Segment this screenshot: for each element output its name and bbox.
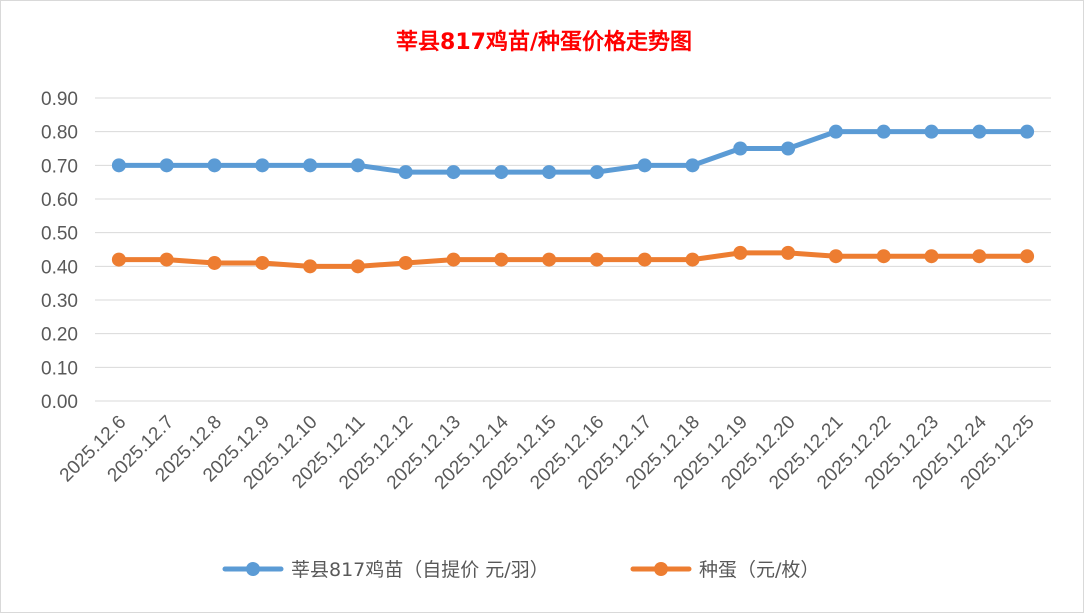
- gridlines: [95, 97, 1051, 402]
- y-tick-label: 0.30: [41, 291, 78, 312]
- data-point: [685, 158, 700, 173]
- data-point: [685, 252, 700, 267]
- data-point: [494, 165, 509, 180]
- y-tick-label: 0.90: [41, 89, 78, 110]
- series-line: [116, 129, 1030, 175]
- data-point: [972, 249, 987, 264]
- x-axis: 2025.12.62025.12.72025.12.82025.12.92025…: [56, 411, 1039, 493]
- data-point: [207, 255, 222, 270]
- data-point: [303, 158, 318, 173]
- data-point: [350, 158, 365, 173]
- data-point: [494, 252, 509, 267]
- data-point: [972, 124, 987, 139]
- data-point: [637, 252, 652, 267]
- data-point: [111, 252, 126, 267]
- data-point: [303, 259, 318, 274]
- legend-label: 莘县817鸡苗（自提价 元/羽）: [291, 559, 549, 581]
- data-point: [398, 255, 413, 270]
- plot-area: [111, 124, 1035, 274]
- data-point: [1020, 249, 1035, 264]
- series-line: [116, 250, 1030, 269]
- data-point: [207, 158, 222, 173]
- data-point: [924, 124, 939, 139]
- y-tick-label: 0.80: [41, 123, 78, 144]
- data-point: [781, 141, 796, 156]
- data-point: [111, 158, 126, 173]
- data-point: [398, 165, 413, 180]
- data-point: [589, 252, 604, 267]
- y-axis: 0.00 0.10 0.20 0.30 0.40 0.50 0.60 0.70 0.80 0.90: [41, 89, 78, 413]
- data-point: [589, 165, 604, 180]
- y-tick-label: 0.60: [41, 190, 78, 211]
- data-point: [1020, 124, 1035, 139]
- chart-title: 莘县817鸡苗/种蛋价格走势图: [396, 29, 692, 55]
- y-tick-label: 0.20: [41, 325, 78, 346]
- y-tick-label: 0.00: [41, 392, 78, 413]
- data-point: [828, 124, 843, 139]
- y-tick-label: 0.50: [41, 224, 78, 245]
- data-point: [828, 249, 843, 264]
- data-point: [637, 158, 652, 173]
- data-point: [446, 252, 461, 267]
- data-point: [876, 249, 891, 264]
- data-point: [781, 245, 796, 260]
- data-point: [255, 158, 270, 173]
- data-point: [446, 165, 461, 180]
- legend-swatch-marker: [654, 562, 668, 576]
- data-point: [876, 124, 891, 139]
- y-tick-label: 0.10: [41, 358, 78, 379]
- data-point: [733, 245, 748, 260]
- y-tick-label: 0.40: [41, 257, 78, 278]
- data-point: [542, 165, 557, 180]
- legend-swatch-marker: [246, 562, 260, 576]
- data-point: [159, 158, 174, 173]
- data-point: [733, 141, 748, 156]
- data-point: [255, 255, 270, 270]
- y-tick-label: 0.70: [41, 156, 78, 177]
- data-point: [159, 252, 174, 267]
- data-point: [542, 252, 557, 267]
- data-point: [350, 259, 365, 274]
- data-point: [924, 249, 939, 264]
- legend-label: 种蛋（元/枚）: [699, 559, 819, 581]
- legend: 莘县817鸡苗（自提价 元/羽） 种蛋（元/枚）: [222, 559, 819, 581]
